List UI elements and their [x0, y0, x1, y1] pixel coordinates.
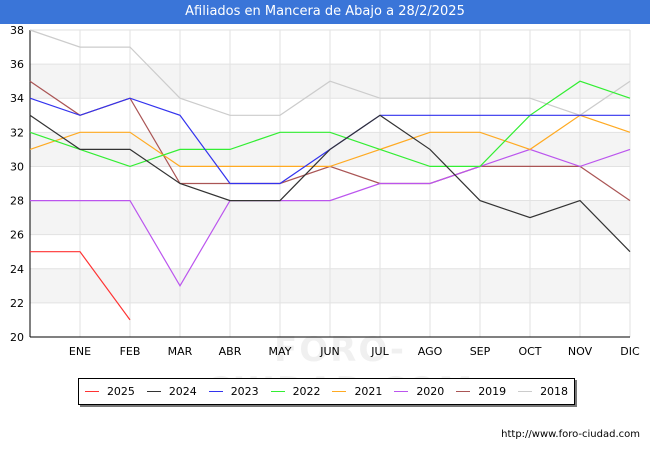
y-tick-label: 26 [10, 229, 24, 242]
legend-item-2018: 2018 [518, 385, 568, 398]
legend-swatch [456, 391, 471, 392]
x-tick-label: ABR [219, 345, 242, 358]
legend-swatch [394, 391, 409, 392]
legend-item-2023: 2023 [208, 385, 259, 398]
legend-label: 2024 [168, 385, 197, 398]
x-tick-label: AGO [418, 345, 443, 358]
legend-item-2024: 2024 [146, 385, 197, 398]
x-tick-label: MAY [269, 345, 292, 358]
y-tick-label: 30 [10, 160, 24, 173]
y-tick-label: 20 [10, 331, 24, 344]
legend-swatch [84, 391, 99, 392]
x-tick-label: JUL [370, 345, 389, 358]
legend-label: 2020 [416, 385, 445, 398]
legend-label: 2022 [292, 385, 321, 398]
legend-label: 2025 [106, 385, 135, 398]
x-tick-label: FEB [120, 345, 141, 358]
y-tick-label: 22 [10, 297, 24, 310]
source-url[interactable]: http://www.foro-ciudad.com [501, 429, 640, 440]
x-tick-label: MAR [168, 345, 193, 358]
series-line-2018 [29, 29, 631, 116]
legend-swatch [146, 391, 161, 392]
legend-label: 2019 [478, 385, 507, 398]
x-tick-label: DIC [620, 345, 640, 358]
legend-label: 2018 [540, 385, 569, 398]
chart-title: Afiliados en Mancera de Abajo a 28/2/202… [0, 0, 650, 24]
y-tick-label: 28 [10, 195, 24, 208]
y-tick-label: 34 [10, 92, 24, 105]
legend-label: 2023 [230, 385, 259, 398]
legend-swatch [332, 391, 347, 392]
x-tick-label: JUN [319, 345, 340, 358]
x-tick-label: SEP [470, 345, 491, 358]
legend-item-2020: 2020 [394, 385, 444, 398]
legend-item-2025: 2025 [84, 385, 135, 398]
y-tick-label: 36 [10, 58, 24, 71]
y-tick-label: 32 [10, 126, 24, 139]
legend-swatch [518, 391, 533, 392]
chart-legend: 2025 2024 2023 2022 2021 2020 2019 2018 [78, 378, 575, 405]
legend-swatch [208, 391, 223, 392]
series-line-2025 [30, 251, 131, 321]
series-line-2021 [29, 114, 631, 167]
x-tick-label: ENE [69, 345, 91, 358]
legend-label: 2021 [354, 385, 383, 398]
legend-item-2022: 2022 [270, 385, 321, 398]
legend-swatch [270, 391, 285, 392]
series-line-2024 [29, 114, 631, 253]
x-tick-label: NOV [568, 345, 593, 358]
legend-item-2019: 2019 [456, 385, 506, 398]
legend-item-2021: 2021 [332, 385, 382, 398]
y-tick-label: 24 [10, 263, 24, 276]
x-tick-label: OCT [518, 345, 541, 358]
y-tick-label: 38 [10, 24, 24, 37]
